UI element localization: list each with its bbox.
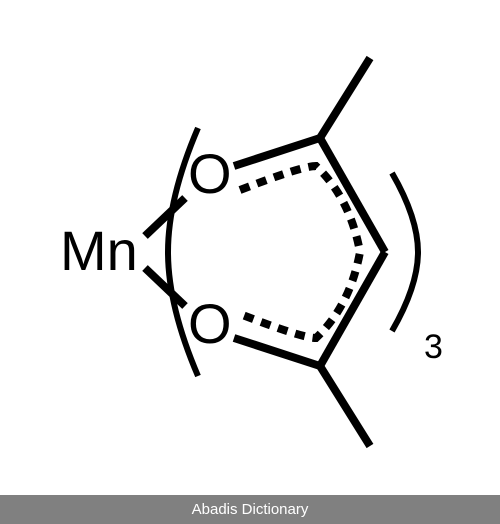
oxygen-bottom-label: O (188, 292, 232, 355)
subscript-label: 3 (424, 328, 443, 366)
mn-o-top-bond (145, 198, 185, 236)
c-ch-top-bond (320, 138, 385, 252)
oxygen-top-label: O (188, 142, 232, 205)
delocalized-dashed-arc (240, 166, 360, 338)
chemical-diagram-container: Mn O O 3 (0, 0, 500, 495)
right-bracket (392, 173, 418, 331)
c-ch-bottom-bond (320, 252, 385, 366)
o-c-top-bond (234, 138, 320, 166)
caption-text: Abadis Dictionary (192, 501, 309, 518)
chemical-structure-svg: Mn O O 3 (20, 18, 480, 478)
metal-label: Mn (60, 219, 138, 282)
mn-o-bottom-bond (145, 268, 185, 306)
caption-bar: Abadis Dictionary (0, 495, 500, 524)
c-methyl-top-bond (320, 58, 370, 138)
o-c-bottom-bond (234, 338, 320, 366)
c-methyl-bottom-bond (320, 366, 370, 446)
